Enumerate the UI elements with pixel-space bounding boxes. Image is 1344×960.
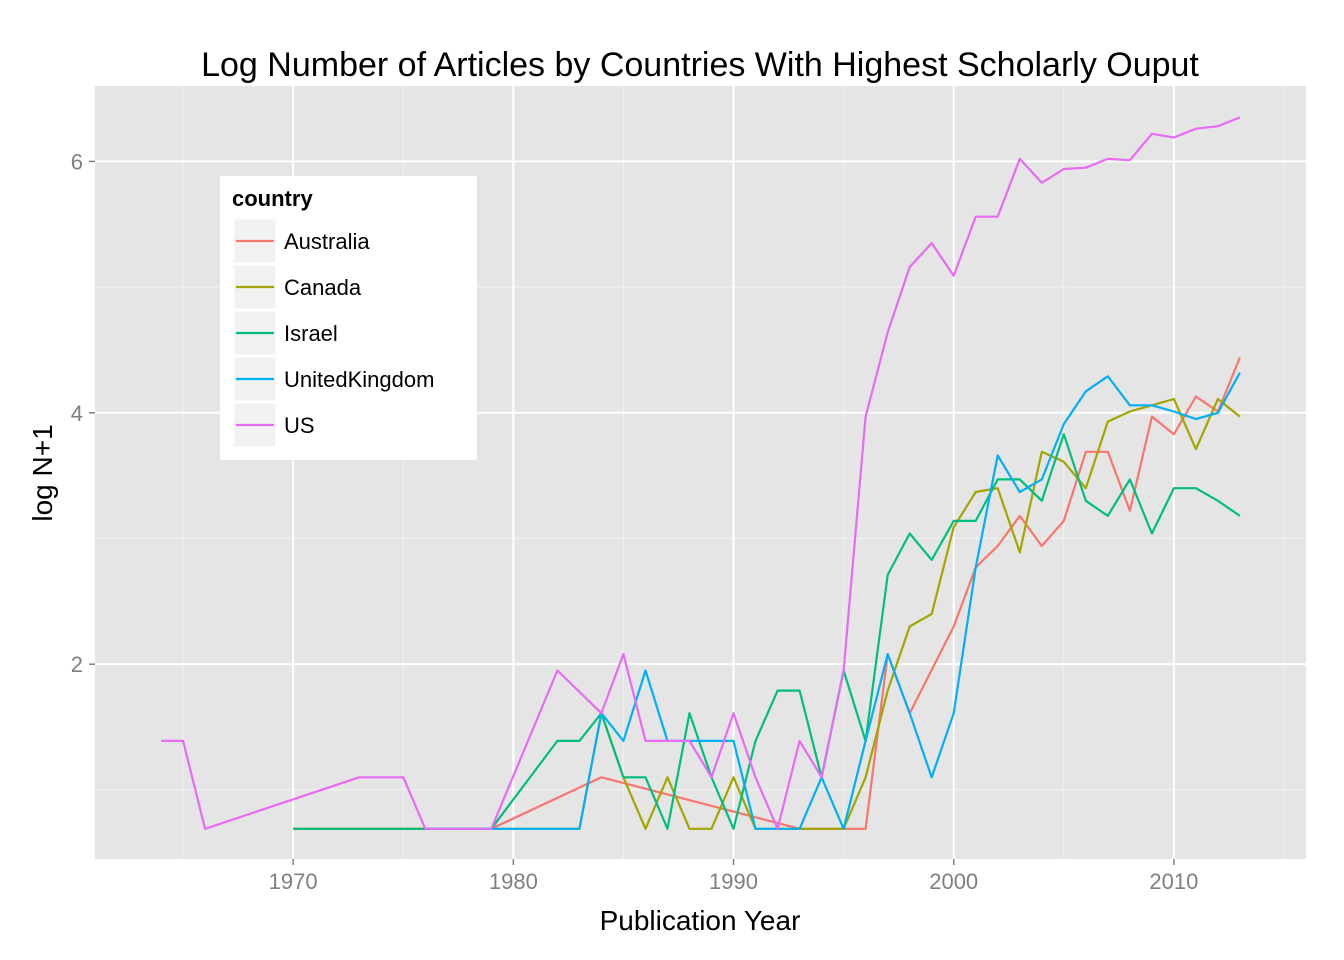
x-tick-label: 2010 [1149,869,1198,894]
legend-item-australia: Australia [233,218,370,264]
series-line-canada [293,397,1241,830]
x-tick-label: 1970 [269,869,318,894]
x-tick-label: 1990 [709,869,758,894]
series-line-israel [293,433,1241,830]
legend: country Australia Canada Israel UnitedKingd… [220,176,477,460]
chart-title: Log Number of Articles by Countries With… [201,46,1199,84]
y-tick-label: 2 [71,652,83,677]
y-tick-label: 4 [71,401,83,426]
legend-label: UnitedKingdom [284,367,434,392]
y-axis-title: log N+1 [27,424,58,521]
legend-item-canada: Canada [233,264,362,310]
legend-item-israel: Israel [233,310,338,356]
x-tick-label: 2000 [929,869,978,894]
series-line-us [161,116,1241,830]
legend-item-us: US [233,402,315,448]
legend-label: Israel [284,321,338,346]
axis-ticks: 1970 1980 1990 2000 2010 2 4 6 [71,149,1199,894]
legend-label: US [284,413,315,438]
legend-label: Australia [284,229,370,254]
series-lines [161,116,1241,830]
x-tick-label: 1980 [489,869,538,894]
legend-item-unitedkingdom: UnitedKingdom [233,356,434,402]
y-tick-label: 6 [71,149,83,174]
x-axis-title: Publication Year [600,905,801,936]
legend-label: Canada [284,275,362,300]
legend-title: country [232,186,313,211]
